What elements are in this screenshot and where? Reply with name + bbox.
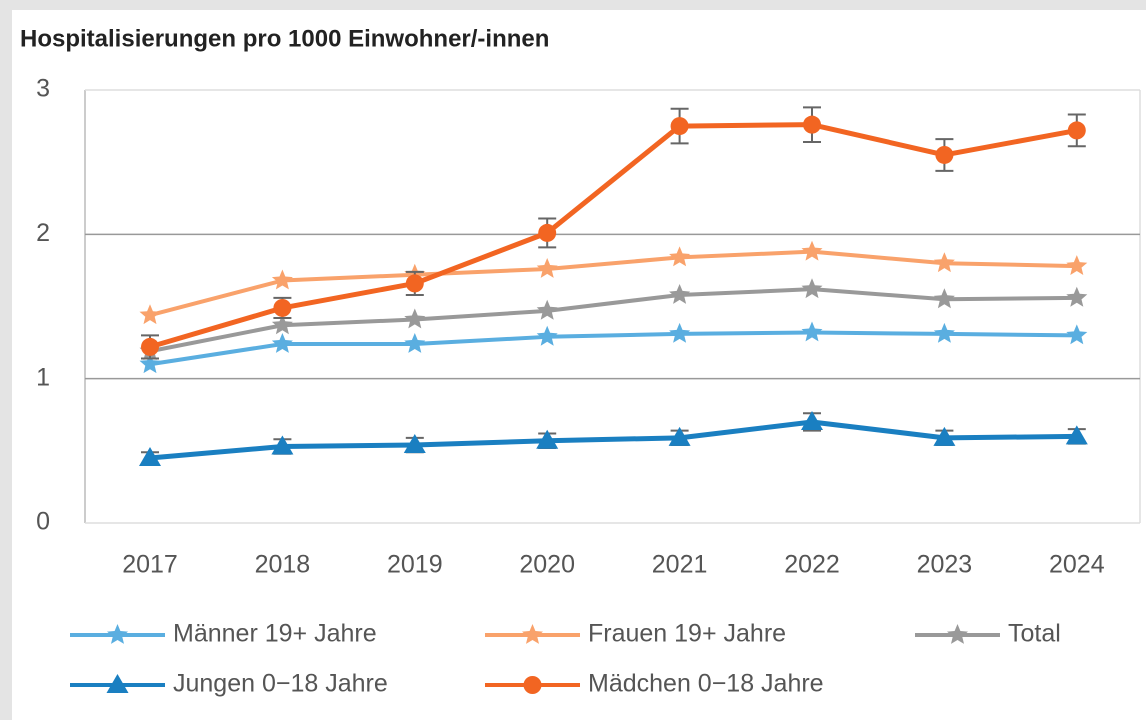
marker [801, 321, 823, 342]
x-tick-label: 2020 [519, 551, 575, 579]
series-line [149, 122, 1078, 350]
marker [803, 115, 821, 134]
marker [933, 322, 955, 343]
marker [935, 145, 954, 164]
series-line [149, 249, 1077, 318]
series-line [149, 419, 1077, 461]
marker [801, 278, 823, 299]
x-tick-label: 2019 [387, 551, 443, 579]
series-line [149, 330, 1077, 367]
marker [1066, 286, 1088, 307]
marker [947, 624, 968, 644]
legend-label: Jungen 0−18 Jahre [173, 670, 388, 698]
marker [538, 223, 557, 242]
marker [271, 269, 293, 290]
legend-label: Mädchen 0−18 Jahre [588, 670, 824, 698]
marker [1065, 425, 1088, 445]
marker [536, 325, 558, 346]
marker [933, 426, 956, 446]
marker [273, 298, 292, 317]
marker [271, 333, 293, 353]
x-tick-label: 2021 [652, 551, 708, 579]
marker [536, 258, 558, 278]
marker [107, 624, 128, 644]
marker [670, 117, 689, 136]
y-tick-label: 0 [36, 508, 50, 536]
marker [536, 299, 558, 320]
marker [536, 429, 559, 449]
series-line [149, 287, 1077, 354]
panel [12, 10, 1146, 720]
marker [403, 434, 426, 454]
y-tick-label: 1 [36, 363, 50, 391]
marker [523, 676, 542, 694]
marker [106, 674, 129, 693]
marker [522, 624, 543, 644]
legend-label: Frauen 19+ Jahre [588, 620, 786, 648]
x-tick-label: 2018 [255, 551, 311, 579]
marker [1066, 255, 1088, 275]
marker [404, 308, 426, 329]
marker [139, 447, 161, 467]
x-tick-label: 2023 [917, 551, 973, 579]
marker [139, 304, 161, 325]
marker [933, 288, 955, 309]
marker [271, 435, 294, 455]
chart-title: Hospitalisierungen pro 1000 Einwohner/-i… [20, 25, 549, 52]
marker [1066, 324, 1088, 345]
legend-label: Männer 19+ Jahre [173, 620, 377, 648]
marker [141, 337, 159, 356]
marker [271, 314, 293, 335]
x-tick-label: 2024 [1049, 551, 1105, 579]
marker [668, 426, 691, 446]
marker [669, 284, 691, 304]
y-tick-label: 3 [36, 75, 50, 103]
x-tick-label: 2022 [784, 551, 840, 579]
y-tick-label: 2 [36, 219, 50, 247]
marker [669, 246, 691, 267]
legend-label: Total [1008, 620, 1061, 648]
marker [139, 353, 161, 374]
marker [405, 274, 424, 293]
x-tick-label: 2017 [122, 551, 178, 579]
marker [801, 240, 823, 261]
marker [801, 410, 823, 430]
marker [404, 333, 426, 353]
marker [933, 252, 955, 273]
marker [669, 322, 691, 343]
marker [1067, 121, 1086, 140]
